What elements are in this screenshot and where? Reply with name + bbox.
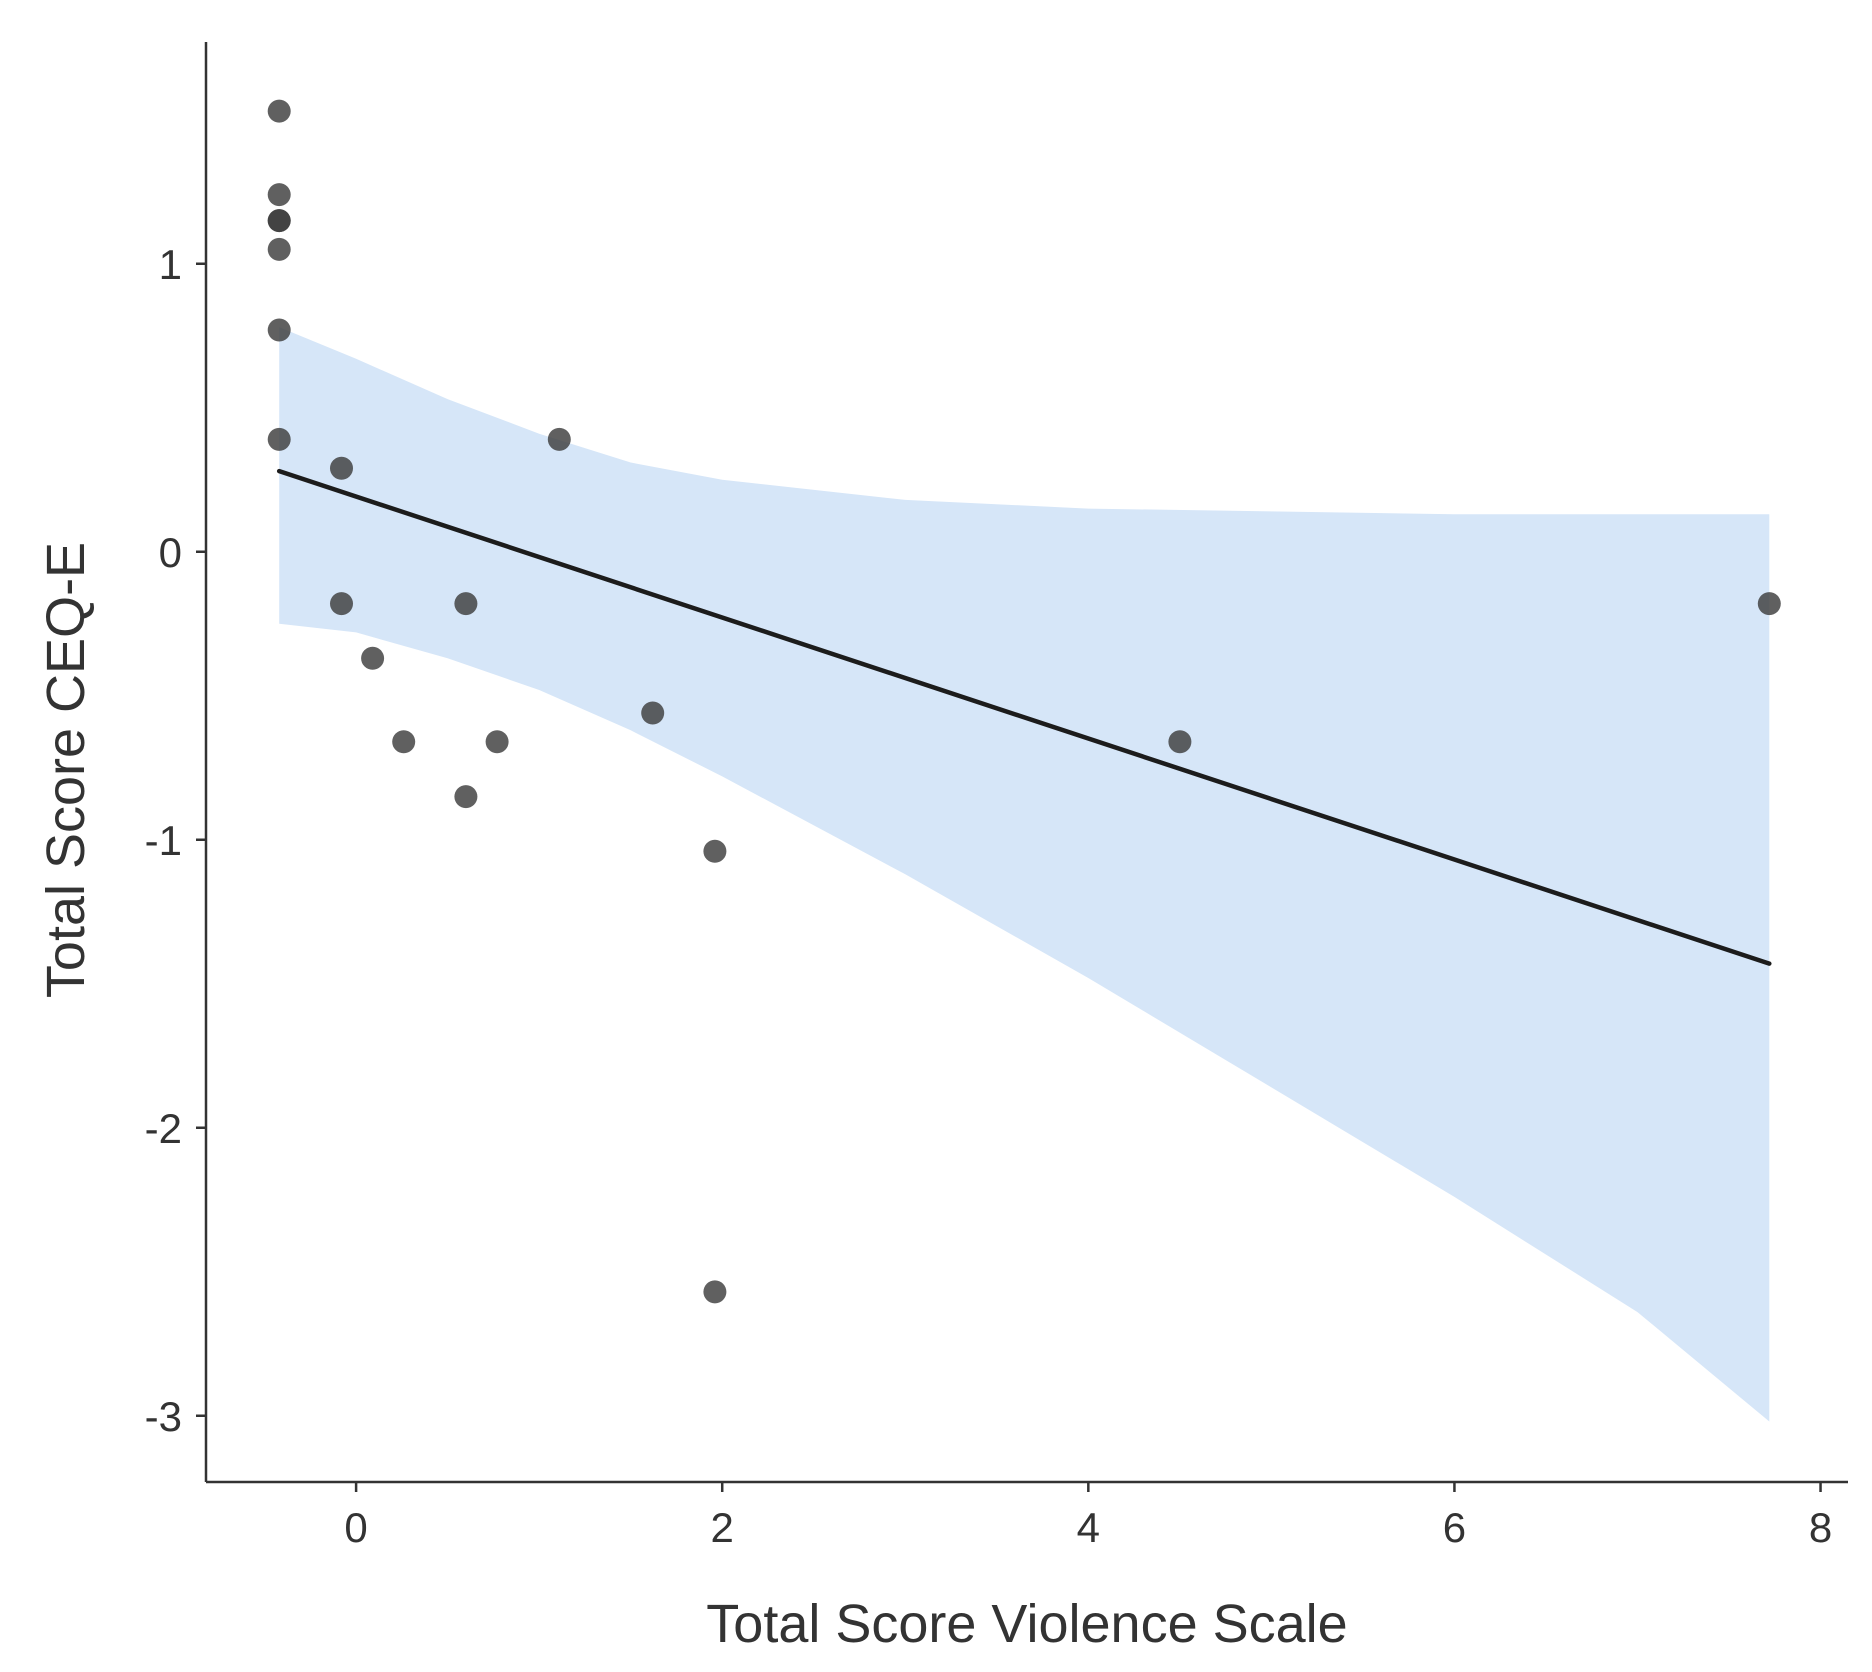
data-point <box>641 701 665 725</box>
data-points-layer <box>267 99 1781 1304</box>
data-point <box>1168 730 1192 754</box>
x-tick-label: 4 <box>1077 1504 1100 1551</box>
data-point <box>547 427 571 451</box>
data-point <box>267 209 291 233</box>
data-point <box>267 99 291 123</box>
y-tick-label: 0 <box>159 529 182 576</box>
data-point <box>703 1280 727 1304</box>
data-point <box>392 730 416 754</box>
data-point <box>330 456 353 480</box>
y-axis-title: Total Score CEQ-E <box>36 542 96 998</box>
x-tick-label: 2 <box>711 1504 734 1551</box>
axes: 1 0 -1 -2 -3 0 2 4 6 8 <box>145 42 1848 1551</box>
data-point <box>267 427 291 451</box>
data-point <box>1757 592 1781 616</box>
y-tick-label: 1 <box>159 241 182 288</box>
data-point <box>267 318 291 342</box>
confidence-band <box>279 327 1770 1422</box>
y-tick-label: -1 <box>145 817 182 864</box>
x-tick-label: 0 <box>344 1504 367 1551</box>
x-tick-label: 6 <box>1443 1504 1466 1551</box>
regression-line-layer <box>276 468 1772 966</box>
data-point <box>267 183 291 207</box>
x-axis-title: Total Score Violence Scale <box>706 1594 1347 1654</box>
data-point <box>454 785 478 809</box>
y-axis-ticks: 1 0 -1 -2 -3 <box>145 241 206 1440</box>
confidence-band-layer <box>279 327 1770 1422</box>
data-point <box>330 592 353 616</box>
y-tick-label: -3 <box>145 1393 182 1440</box>
y-tick-label: -2 <box>145 1105 182 1152</box>
data-point <box>485 730 509 754</box>
data-point <box>267 237 291 261</box>
data-point <box>454 592 478 616</box>
x-tick-label: 8 <box>1809 1504 1832 1551</box>
x-axis-ticks: 0 2 4 6 8 <box>344 1482 1832 1551</box>
regression-line <box>276 468 1772 966</box>
data-point <box>703 839 727 863</box>
data-point <box>361 646 385 670</box>
